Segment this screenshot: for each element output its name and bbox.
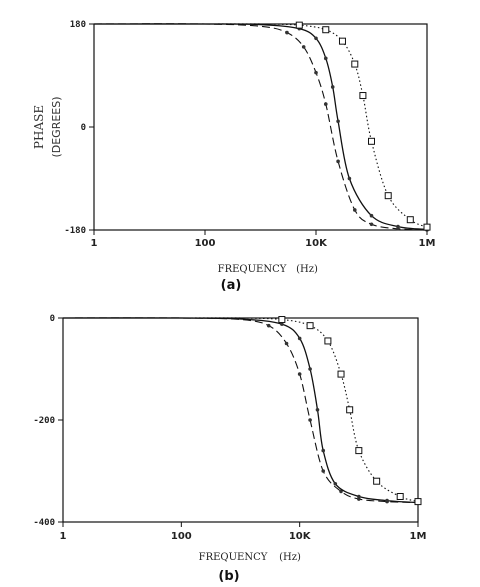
x-axis-unit: (Hz) [296,264,318,275]
y-tick-label: 180 [70,20,86,30]
series-line [63,318,418,503]
series-dotted [94,22,430,230]
x-axis-title: FREQUENCY [218,264,287,275]
series-point [396,225,400,229]
series-point [352,61,358,67]
x-axis-unit: (Hz) [279,552,301,563]
series-point [316,408,320,412]
plot-frame [63,318,418,522]
x-tick-label: 1M [410,531,427,542]
series-point [353,208,357,212]
chart-b: 0 -200 -400 1 100 10K 1M FREQUENCY (Hz) (b) [33,314,426,584]
series-solid [94,24,429,231]
series-point [397,494,403,500]
series-point [356,448,362,454]
series-point [279,317,285,323]
x-tick-label: 10K [289,531,312,542]
series-point [385,499,389,503]
series-point [347,407,353,413]
series-point [298,337,302,341]
series-point [338,371,344,377]
series-point [424,224,430,230]
series-point [357,495,361,499]
plot-frame [94,24,427,230]
series-point [407,217,413,223]
series-line [94,24,427,229]
series-dotted [63,317,421,505]
x-tick-label: 1 [91,238,98,249]
x-tick-label: 1 [60,531,67,542]
y-axis-subtitle: (DEGREES) [50,96,63,157]
series-solid [63,318,420,505]
series-point [331,85,335,89]
series-point [325,338,331,344]
series-point [370,214,374,218]
series-dashed [63,318,420,505]
series-point [370,222,374,226]
series-point [336,119,340,123]
series-point [374,478,380,484]
y-tick-label: -400 [33,518,55,528]
x-tick-label: 100 [195,238,216,249]
series-point [308,418,312,422]
series-point [302,45,306,49]
y-tick-label: -180 [64,226,86,236]
y-tick-label: 0 [81,123,86,133]
series-line [63,318,418,503]
series-point [298,372,302,376]
series-point [360,93,366,99]
series-point [308,367,312,371]
series-point [314,37,318,41]
series-line [94,24,427,227]
series-point [285,31,289,35]
y-axis-title: PHASE [32,105,46,149]
y-tick-label: 0 [50,314,55,324]
series-point [321,469,325,473]
series-line [63,318,418,502]
series-point [307,323,313,329]
series-point [324,57,328,61]
series-point [323,27,329,33]
series-point [285,342,289,346]
y-tick-label: -200 [33,416,55,426]
series-point [336,160,340,164]
series-dashed [94,24,429,232]
series-point [333,482,337,486]
series-point [324,102,328,106]
x-tick-label: 10K [305,238,328,249]
series-point [348,177,352,181]
series-point [314,71,318,75]
series-point [339,38,345,44]
series-point [321,449,325,453]
series-point [415,499,421,505]
chart-a: 180 0 -180 1 100 10K 1M FREQUENCY (Hz) PHASE (DEGR… [32,20,435,293]
series-point [369,138,375,144]
chart-caption: (a) [221,278,242,293]
series-line [94,24,427,230]
series-point [267,324,271,328]
x-tick-label: 100 [171,531,192,542]
series-point [385,193,391,199]
x-axis-title: FREQUENCY [199,552,268,563]
series-point [296,22,302,28]
chart-caption: (b) [218,569,239,584]
x-tick-label: 1M [419,238,436,249]
